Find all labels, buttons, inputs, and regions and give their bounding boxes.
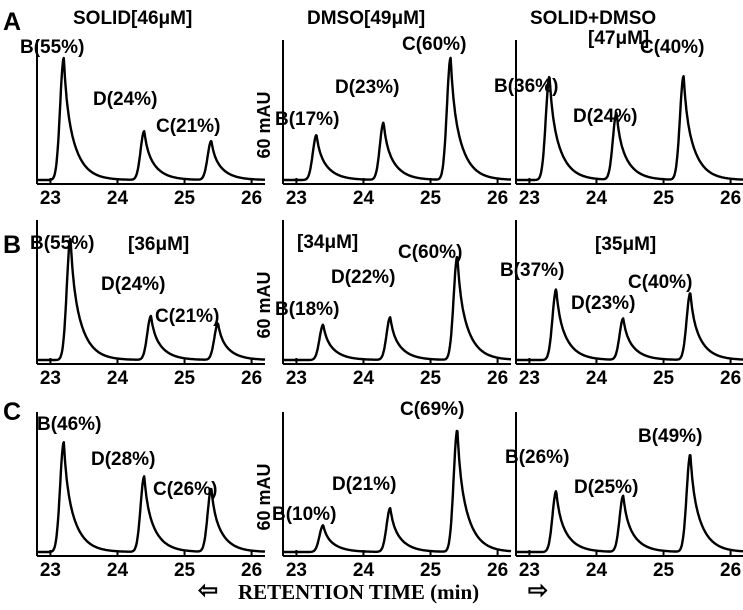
peak-label: D(25%) bbox=[574, 477, 638, 498]
x-tick-label: 24 bbox=[586, 560, 608, 581]
right-arrow: ⇨ bbox=[528, 578, 548, 604]
x-tick-label: 23 bbox=[286, 188, 307, 209]
peak-label: B(55%) bbox=[20, 37, 84, 58]
x-tick-label: 25 bbox=[174, 560, 196, 581]
x-tick-label: 25 bbox=[174, 368, 196, 389]
x-tick-label: 24 bbox=[353, 560, 375, 581]
peak-label: C(40%) bbox=[640, 37, 704, 58]
peak-label: B(55%) bbox=[30, 233, 94, 254]
x-tick-label: 23 bbox=[40, 188, 61, 209]
y-scale-label: 60 mAU bbox=[254, 271, 274, 338]
chromatogram-trace bbox=[36, 237, 266, 362]
x-tick-label: 26 bbox=[241, 560, 262, 581]
x-tick-label: 25 bbox=[420, 188, 442, 209]
y-scale-label: 60 mAU bbox=[254, 463, 274, 530]
peak-label: D(23%) bbox=[335, 77, 399, 98]
x-tick-label: 23 bbox=[519, 368, 540, 389]
peak-label: C(60%) bbox=[402, 34, 466, 55]
peak-label: C(69%) bbox=[400, 399, 464, 420]
x-tick-label: 24 bbox=[353, 368, 375, 389]
peak-label: D(24%) bbox=[93, 89, 157, 110]
x-tick-label: 24 bbox=[107, 188, 129, 209]
x-tick-label: 24 bbox=[586, 188, 608, 209]
concentration-label: [35μM] bbox=[595, 234, 656, 255]
x-tick-label: 25 bbox=[420, 560, 442, 581]
x-tick-label: 23 bbox=[40, 560, 61, 581]
x-tick-label: 23 bbox=[519, 188, 540, 209]
x-tick-label: 23 bbox=[40, 368, 61, 389]
x-tick-label: 24 bbox=[107, 560, 129, 581]
peak-label: D(23%) bbox=[571, 293, 635, 314]
chromatogram-trace bbox=[515, 288, 743, 362]
peak-label: D(24%) bbox=[101, 274, 165, 295]
peak-label: D(24%) bbox=[573, 106, 637, 127]
x-tick-label: 25 bbox=[653, 560, 675, 581]
chromatogram-trace bbox=[36, 441, 266, 554]
peak-label: B(36%) bbox=[494, 76, 558, 97]
x-tick-label: 23 bbox=[519, 560, 540, 581]
x-tick-label: 23 bbox=[286, 560, 307, 581]
peak-label: B(18%) bbox=[275, 299, 339, 320]
column-title: SOLID+DMSO bbox=[530, 8, 656, 29]
x-tick-label: 26 bbox=[487, 188, 508, 209]
column-title: SOLID[46μM] bbox=[73, 8, 192, 29]
peak-label: C(60%) bbox=[398, 242, 462, 263]
chromatogram-trace bbox=[282, 56, 512, 182]
peak-label: B(46%) bbox=[37, 414, 101, 435]
concentration-label: [34μM] bbox=[297, 232, 358, 253]
x-tick-label: 26 bbox=[487, 368, 508, 389]
peak-label: C(21%) bbox=[155, 306, 219, 327]
x-tick-label: 25 bbox=[174, 188, 196, 209]
chromatogram-trace bbox=[36, 56, 266, 182]
concentration-label: [36μM] bbox=[128, 234, 189, 255]
peak-label: C(21%) bbox=[156, 116, 220, 137]
x-tick-label: 24 bbox=[107, 368, 129, 389]
row-label: C bbox=[3, 398, 21, 426]
chromatogram-trace bbox=[515, 75, 743, 182]
row-label: B bbox=[3, 231, 21, 259]
chromatogram-trace bbox=[282, 429, 512, 554]
peak-label: C(40%) bbox=[628, 272, 692, 293]
x-tick-label: 25 bbox=[653, 188, 675, 209]
peak-label: D(28%) bbox=[91, 449, 155, 470]
peak-label: C(26%) bbox=[153, 479, 217, 500]
chromatogram-trace bbox=[282, 256, 512, 362]
x-tick-label: 26 bbox=[720, 560, 741, 581]
x-tick-label: 25 bbox=[653, 368, 675, 389]
column-title-line2: [47μM] bbox=[588, 28, 649, 49]
x-axis-title: RETENTION TIME (min) bbox=[238, 580, 479, 604]
peak-label: D(22%) bbox=[331, 267, 395, 288]
x-tick-label: 26 bbox=[241, 368, 262, 389]
peak-label: B(49%) bbox=[638, 426, 702, 447]
x-tick-label: 24 bbox=[586, 368, 608, 389]
y-scale-label: 60 mAU bbox=[254, 91, 274, 158]
x-tick-label: 23 bbox=[286, 368, 307, 389]
x-tick-label: 26 bbox=[720, 368, 741, 389]
chromatogram-trace bbox=[515, 454, 743, 554]
peak-label: B(26%) bbox=[505, 447, 569, 468]
row-label: A bbox=[3, 8, 21, 36]
peak-label: D(21%) bbox=[332, 474, 396, 495]
peak-label: B(10%) bbox=[272, 504, 336, 525]
column-title: DMSO[49μM] bbox=[307, 8, 425, 29]
x-tick-label: 26 bbox=[241, 188, 262, 209]
peak-label: B(37%) bbox=[500, 260, 564, 281]
x-tick-label: 24 bbox=[353, 188, 375, 209]
x-tick-label: 26 bbox=[487, 560, 508, 581]
x-tick-label: 26 bbox=[720, 188, 741, 209]
left-arrow: ⇦ bbox=[198, 578, 218, 604]
peak-label: B(17%) bbox=[275, 109, 339, 130]
x-tick-label: 25 bbox=[420, 368, 442, 389]
